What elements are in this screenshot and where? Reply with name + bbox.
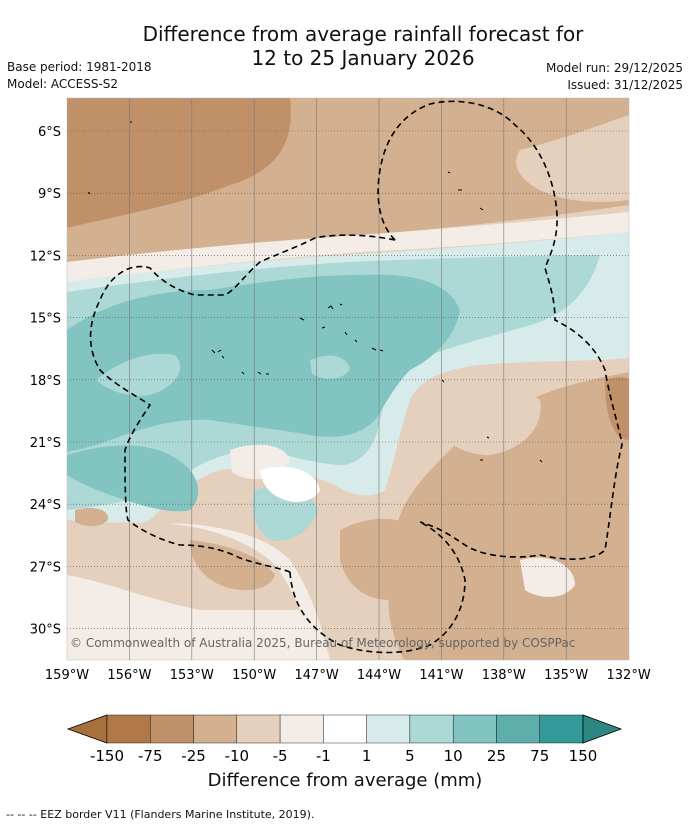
meta-right: Model run: 29/12/2025 Issued: 31/12/2025 xyxy=(546,60,683,94)
lon-label: 144°W xyxy=(357,668,401,683)
colorbar-segment xyxy=(193,714,238,744)
colorbar-segment xyxy=(106,714,151,744)
island-outlines xyxy=(87,121,543,463)
lat-label: 6°S xyxy=(38,125,61,140)
colorbar-extend-low xyxy=(66,714,108,744)
colorbar-tick: 1 xyxy=(362,747,372,765)
colorbar-tick: 10 xyxy=(444,747,463,765)
lat-label: 30°S xyxy=(30,623,61,638)
field-wet-inset-1 xyxy=(96,353,181,396)
model-name: Model: ACCESS-S2 xyxy=(7,77,119,91)
rainfall-field xyxy=(67,98,629,660)
colorbar-tick: 5 xyxy=(405,747,415,765)
latitude-labels: 6°S 9°S 12°S 15°S 18°S 21°S 24°S 27°S 30°S xyxy=(30,125,61,638)
colorbar-segment xyxy=(366,714,411,744)
field-sw-spot xyxy=(75,508,109,527)
field-white-spot xyxy=(260,466,320,502)
meta-left: Base period: 1981-2018 Model: ACCESS-S2 xyxy=(7,59,152,93)
lon-label: 159°W xyxy=(45,668,89,683)
colorbar-segment xyxy=(150,714,194,744)
graticule xyxy=(67,98,629,660)
colorbar-segment xyxy=(539,714,584,744)
field-south-dry xyxy=(190,540,275,591)
colorbar-tick: -5 xyxy=(273,747,288,765)
title-line-2: 12 to 25 January 2026 xyxy=(251,46,475,70)
longitude-labels: 159°W 156°W 153°W 150°W 147°W 144°W 141°W 138°W… xyxy=(45,668,651,683)
colorbar-title: Difference from average (mm) xyxy=(207,770,483,791)
eez-south xyxy=(289,521,466,654)
field-north-east xyxy=(420,98,629,168)
chart-title: Difference from average rainfall forecas… xyxy=(100,22,626,70)
field-ne-light xyxy=(516,115,629,202)
colorbar-tick: -75 xyxy=(138,747,163,765)
colorbar: -150 -75 -25 -10 -5 -1 1 5 10 25 75 150 xyxy=(66,714,623,765)
colorbar-segment xyxy=(323,714,367,744)
colorbar-tick: 25 xyxy=(487,747,506,765)
colorbar-tick: -1 xyxy=(316,747,331,765)
islands xyxy=(87,121,543,463)
lon-label: 156°W xyxy=(107,668,151,683)
base-period: Base period: 1981-2018 xyxy=(7,60,152,74)
colorbar-extend-high xyxy=(582,714,623,744)
field-se-pale xyxy=(520,557,575,597)
title-line-1: Difference from average rainfall forecas… xyxy=(142,22,584,46)
colorbar-segment xyxy=(236,714,281,744)
colorbar-segment xyxy=(409,714,454,744)
issued-date: Issued: 31/12/2025 xyxy=(567,78,683,92)
colorbar-tick: 150 xyxy=(569,747,598,765)
field-east-edge xyxy=(605,377,629,440)
colorbar-tick: -10 xyxy=(225,747,250,765)
field-transition xyxy=(67,212,629,282)
field-se-dry-spot xyxy=(540,488,615,540)
eez-borders xyxy=(89,100,623,654)
colorbar-tick: -150 xyxy=(90,747,124,765)
field-wet-southwest xyxy=(67,445,199,512)
colorbar-segment xyxy=(452,714,497,744)
lat-label: 12°S xyxy=(30,249,61,264)
colorbar-tick: 75 xyxy=(530,747,549,765)
map-frame xyxy=(66,97,630,661)
lon-label: 150°W xyxy=(232,668,276,683)
model-run: Model run: 29/12/2025 xyxy=(545,61,683,75)
lat-label: 21°S xyxy=(30,436,61,451)
copyright-notice: © Commonwealth of Australia 2025, Bureau… xyxy=(70,636,575,650)
lon-label: 132°W xyxy=(607,668,651,683)
colorbar-segment xyxy=(496,714,540,744)
lon-label: 153°W xyxy=(170,668,214,683)
eez-east xyxy=(377,100,623,560)
eez-legend-note: -- -- -- EEZ border V11 (Flanders Marine… xyxy=(6,808,315,821)
field-north-darker xyxy=(67,98,291,228)
lat-label: 15°S xyxy=(30,312,61,327)
lon-label: 147°W xyxy=(295,668,339,683)
colorbar-segment xyxy=(279,714,324,744)
colorbar-tick: -25 xyxy=(181,747,206,765)
lat-label: 27°S xyxy=(30,560,61,575)
lon-label: 135°W xyxy=(544,668,588,683)
field-wet-3 xyxy=(67,274,460,452)
field-se-inset xyxy=(440,384,541,455)
lat-label: 24°S xyxy=(30,498,61,513)
field-wet-inset-2 xyxy=(310,355,350,379)
lat-label: 9°S xyxy=(38,187,61,202)
eez-west xyxy=(89,234,396,573)
field-south-center-dry xyxy=(340,518,424,600)
lon-label: 141°W xyxy=(419,668,463,683)
lon-label: 138°W xyxy=(482,668,526,683)
lat-label: 18°S xyxy=(30,374,61,389)
rainfall-map: © Commonwealth of Australia 2025, Bureau… xyxy=(30,97,651,765)
